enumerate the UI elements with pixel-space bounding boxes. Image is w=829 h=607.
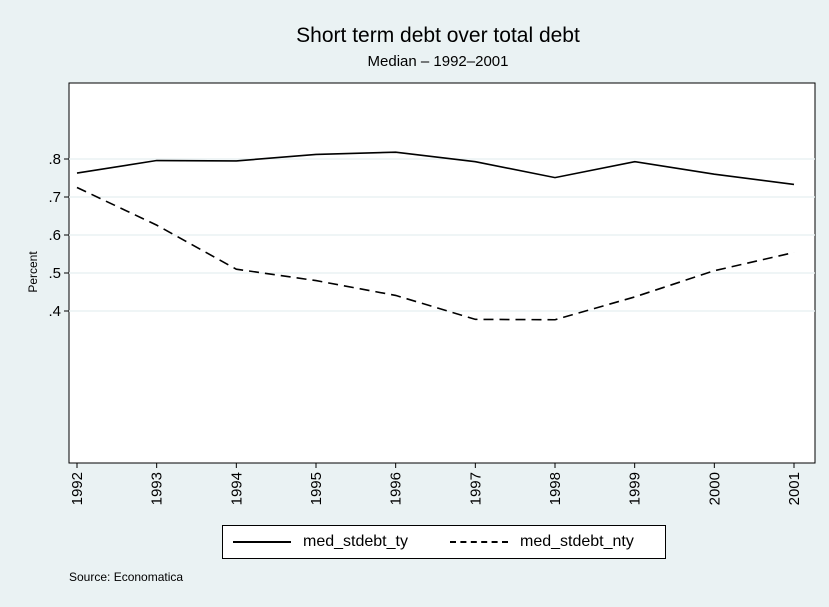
x-tick-label: 1996	[388, 472, 405, 505]
x-tick-label: 1998	[547, 472, 564, 505]
x-tick-label: 2000	[706, 472, 723, 505]
source-note: Source: Economatica	[69, 570, 184, 584]
series-line-med_stdebt_ty	[76, 151, 795, 186]
y-tick-label: .6	[48, 227, 61, 244]
y-tick-label: .4	[48, 303, 61, 320]
legend-swatch-solid	[233, 541, 291, 543]
y-axis: .4 .5 .6 .7 .8	[48, 151, 69, 320]
x-tick-label: 2001	[786, 472, 803, 505]
grid-lines	[69, 158, 815, 312]
x-axis: 1992 1993 1994 1995 1996 1997 1998 1999 2000 2001	[69, 463, 803, 505]
legend-label: med_stdebt_ty	[303, 533, 408, 550]
x-tick-label: 1999	[627, 472, 644, 505]
legend-item-solid: med_stdebt_ty	[233, 526, 408, 558]
legend-swatch-dashed	[450, 541, 508, 543]
legend-label: med_stdebt_nty	[520, 533, 634, 550]
legend-item-dashed: med_stdebt_nty	[450, 526, 634, 558]
y-tick-label: .5	[48, 265, 61, 282]
y-axis-label: Percent	[26, 251, 40, 293]
x-tick-label: 1995	[308, 472, 325, 505]
y-tick-label: .8	[48, 151, 61, 168]
x-tick-label: 1993	[149, 472, 166, 505]
chart-title: Short term debt over total debt	[296, 24, 580, 47]
chart-subtitle: Median – 1992–2001	[368, 53, 509, 70]
y-tick-label: .7	[48, 189, 61, 206]
series-line-med_stdebt_nty	[76, 186, 795, 321]
legend: med_stdebt_ty med_stdebt_nty	[222, 525, 666, 559]
x-tick-label: 1992	[69, 472, 86, 505]
x-tick-label: 1997	[467, 472, 484, 505]
x-tick-label: 1994	[228, 472, 245, 505]
series-lines	[76, 151, 795, 321]
